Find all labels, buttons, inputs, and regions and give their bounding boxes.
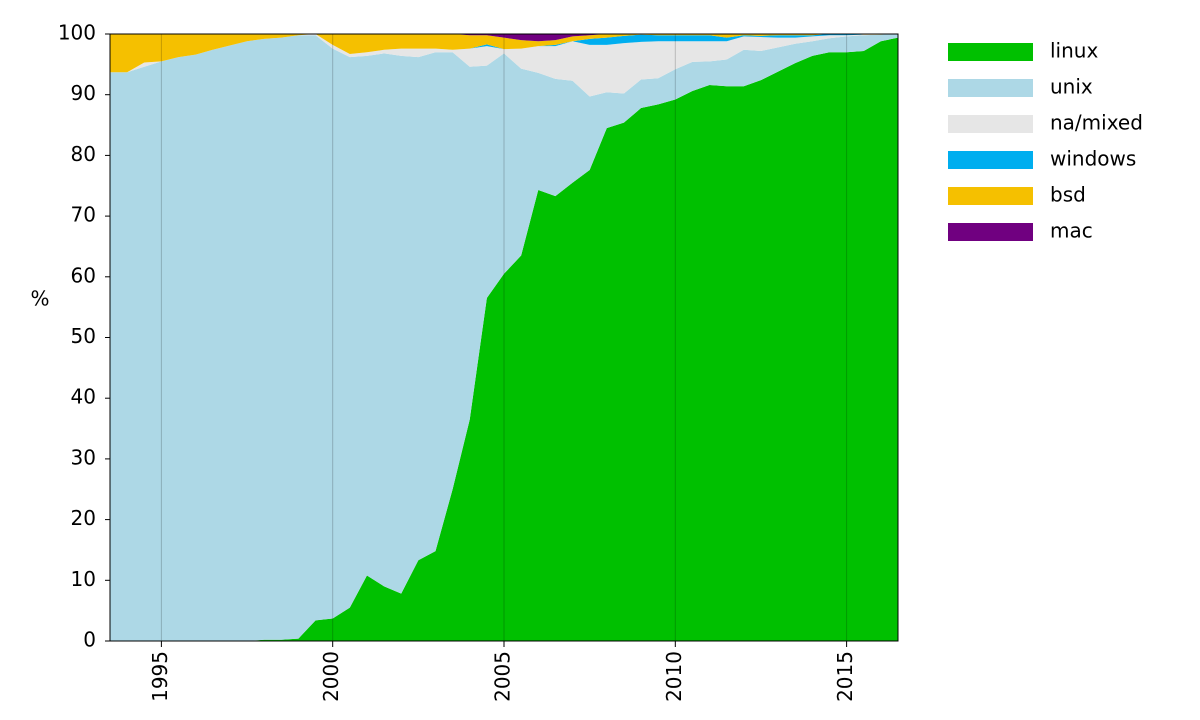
legend-swatch	[948, 223, 1033, 241]
y-tick-label: 20	[71, 506, 96, 530]
area	[110, 37, 898, 642]
x-tick-label: 2010	[662, 651, 686, 702]
legend-swatch	[948, 187, 1033, 205]
legend-label: bsd	[1050, 183, 1086, 207]
y-tick-label: 10	[71, 567, 96, 591]
legend-swatch	[948, 115, 1033, 133]
area	[110, 34, 898, 73]
y-axis-label: %	[30, 287, 49, 311]
y-tick-label: 70	[71, 203, 96, 227]
legend-label: unix	[1050, 75, 1093, 99]
x-tick-label: 2000	[319, 651, 343, 702]
area	[110, 34, 898, 641]
area	[110, 34, 898, 97]
area	[110, 34, 898, 42]
y-tick-label: 80	[71, 142, 96, 166]
legend-swatch	[948, 151, 1033, 169]
legend-label: na/mixed	[1050, 111, 1143, 135]
legend-label: mac	[1050, 219, 1093, 243]
legend-swatch	[948, 79, 1033, 97]
y-tick-label: 0	[83, 628, 96, 652]
x-tick-label: 2015	[833, 651, 857, 702]
y-tick-label: 60	[71, 263, 96, 287]
y-tick-label: 100	[58, 21, 96, 45]
y-tick-label: 40	[71, 385, 96, 409]
y-tick-label: 30	[71, 445, 96, 469]
y-tick-label: 50	[71, 324, 96, 348]
legend-swatch	[948, 43, 1033, 61]
legend-label: linux	[1050, 39, 1098, 63]
y-tick-label: 90	[71, 81, 96, 105]
x-tick-label: 1995	[148, 651, 172, 702]
x-tick-label: 2005	[491, 651, 515, 702]
legend-label: windows	[1050, 147, 1136, 171]
